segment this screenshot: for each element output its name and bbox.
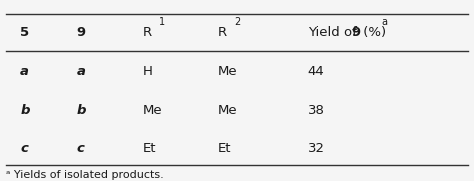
Text: b: b <box>20 104 30 117</box>
Text: Me: Me <box>218 104 238 117</box>
Text: 9: 9 <box>77 26 86 39</box>
Text: Me: Me <box>218 65 238 78</box>
Text: R: R <box>143 26 152 39</box>
Text: c: c <box>20 142 28 155</box>
Text: 32: 32 <box>308 142 325 155</box>
Text: H: H <box>143 65 153 78</box>
Text: Yield of: Yield of <box>308 26 361 39</box>
Text: a: a <box>20 65 29 78</box>
Text: 2: 2 <box>234 17 240 28</box>
Text: c: c <box>77 142 85 155</box>
Text: Et: Et <box>218 142 232 155</box>
Text: R: R <box>218 26 227 39</box>
Text: 9: 9 <box>351 26 360 39</box>
Text: Me: Me <box>143 104 163 117</box>
Text: 38: 38 <box>308 104 325 117</box>
Text: ᵃ Yields of isolated products.: ᵃ Yields of isolated products. <box>6 170 164 180</box>
Text: Et: Et <box>143 142 156 155</box>
Text: a: a <box>382 17 388 28</box>
Text: 5: 5 <box>20 26 29 39</box>
Text: a: a <box>77 65 86 78</box>
Text: 44: 44 <box>308 65 324 78</box>
Text: b: b <box>77 104 86 117</box>
Text: 1: 1 <box>159 17 165 28</box>
Text: (%): (%) <box>359 26 386 39</box>
